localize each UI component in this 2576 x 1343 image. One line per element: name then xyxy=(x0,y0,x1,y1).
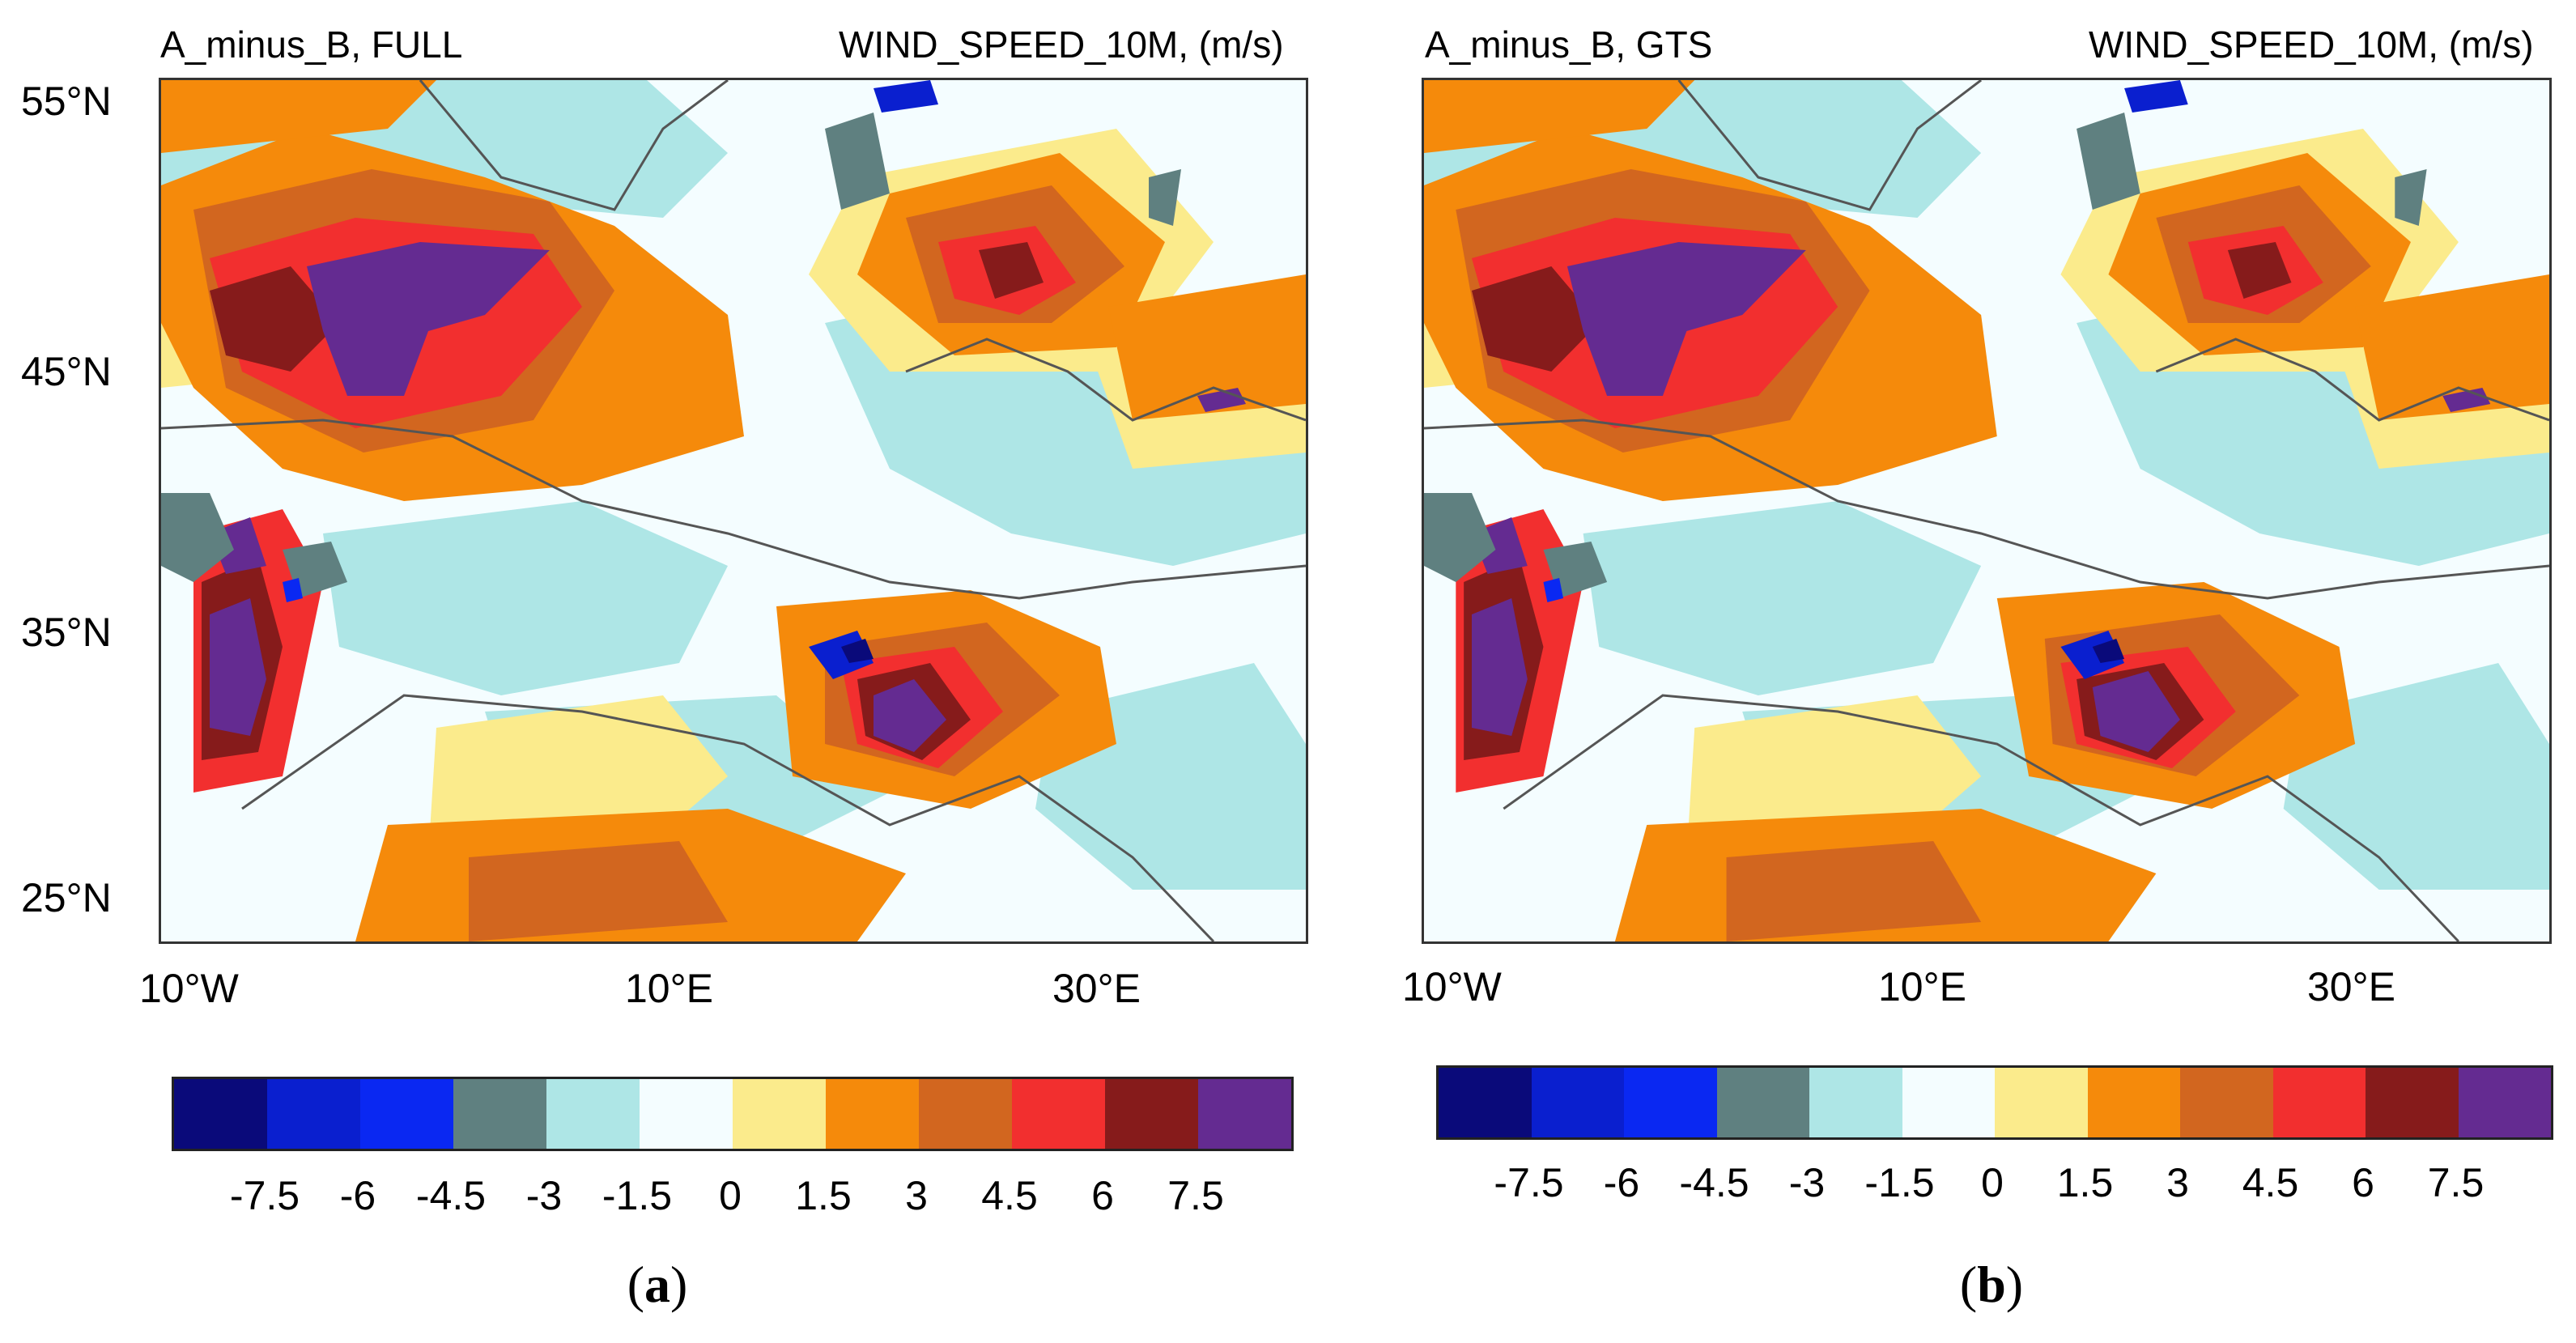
colorbar-tick-label: 1.5 xyxy=(795,1173,852,1218)
colorbar-swatch xyxy=(2458,1068,2551,1137)
panel-caption-b: (b) xyxy=(1959,1256,2024,1313)
colorbar-tick-label: 7.5 xyxy=(1167,1173,1224,1218)
colorbar-swatch xyxy=(919,1079,1012,1149)
colorbar-swatch xyxy=(2087,1068,2180,1137)
lat-label-55n: 55°N xyxy=(21,79,112,124)
colorbar-tick-label: 4.5 xyxy=(981,1173,1038,1218)
colorbar-tick-label: 0 xyxy=(1981,1160,2004,1205)
colorbar-tick-label: -3 xyxy=(525,1173,563,1218)
colorbar-swatch xyxy=(174,1079,267,1149)
colorbar-swatch xyxy=(546,1079,640,1149)
colorbar-swatch xyxy=(2272,1068,2366,1137)
colorbar-tick-label: -1.5 xyxy=(1864,1160,1935,1205)
colorbar-swatch xyxy=(640,1079,733,1149)
colorbar-tick-label: 6 xyxy=(1091,1173,1114,1218)
colorbar-swatch xyxy=(1439,1068,1532,1137)
colorbar-tick-label: -3 xyxy=(1788,1160,1826,1205)
colorbar xyxy=(1436,1065,2553,1140)
colorbar-swatch xyxy=(1995,1068,2088,1137)
colorbar-tick-label: -4.5 xyxy=(1679,1160,1749,1205)
panel-a: A_minus_B, FULL WIND_SPEED_10M, (m/s) 55… xyxy=(21,23,1308,1313)
lon-label-10e: 10°E xyxy=(625,966,713,1011)
colorbar-tick-label: -7.5 xyxy=(229,1173,300,1218)
colorbar-tick-label: 1.5 xyxy=(2056,1160,2114,1205)
caption-letter: b xyxy=(1977,1256,2006,1313)
colorbar-swatch xyxy=(1624,1068,1717,1137)
lat-label-45n: 45°N xyxy=(21,349,112,394)
colorbar-tick-label: 4.5 xyxy=(2242,1160,2299,1205)
panel-caption-a: (a) xyxy=(627,1256,688,1313)
colorbar-swatch xyxy=(360,1079,453,1149)
colorbar-tick-label: -4.5 xyxy=(415,1173,487,1218)
colorbar-tick-label: -1.5 xyxy=(601,1173,673,1218)
colorbar-tick-label: 7.5 xyxy=(2427,1160,2485,1205)
lon-label-10w: 10°W xyxy=(1402,964,1502,1009)
colorbar-tick-label: 6 xyxy=(2352,1160,2374,1205)
panel-b: A_minus_B, GTS WIND_SPEED_10M, (m/s) xyxy=(1263,0,2553,1343)
colorbar-tick-label: 3 xyxy=(2166,1160,2189,1205)
lat-label-35n: 35°N xyxy=(21,610,112,655)
colorbar-swatch xyxy=(1531,1068,1624,1137)
caption-letter: a xyxy=(644,1256,670,1313)
panel-title-right: WIND_SPEED_10M, (m/s) xyxy=(2089,23,2534,66)
lon-label-30e: 30°E xyxy=(2307,964,2395,1009)
map-field xyxy=(161,80,1306,941)
colorbar-tick-label: 3 xyxy=(905,1173,928,1218)
wind-speed-difference-map xyxy=(159,78,1308,944)
colorbar-swatch xyxy=(1716,1068,1809,1137)
colorbar-tick-label: -7.5 xyxy=(1494,1160,1564,1205)
colorbar-swatch xyxy=(1902,1068,1995,1137)
panel-title-left: A_minus_B, FULL xyxy=(160,23,463,66)
lon-label-30e: 30°E xyxy=(1052,966,1141,1011)
colorbar-swatch xyxy=(733,1079,826,1149)
colorbar-swatch xyxy=(826,1079,919,1149)
panel-title-left: A_minus_B, GTS xyxy=(1425,23,1713,66)
colorbar-swatch xyxy=(2180,1068,2273,1137)
map-field xyxy=(1424,80,2549,941)
colorbar-swatch xyxy=(2366,1068,2459,1137)
colorbar-swatch xyxy=(1012,1079,1105,1149)
colorbar-swatch xyxy=(1105,1079,1198,1149)
colorbar-swatch xyxy=(453,1079,546,1149)
colorbar xyxy=(172,1077,1294,1151)
colorbar-tick-label: 0 xyxy=(719,1173,742,1218)
panel-title-right: WIND_SPEED_10M, (m/s) xyxy=(839,23,1284,66)
colorbar-swatch xyxy=(1198,1079,1291,1149)
lon-label-10w: 10°W xyxy=(139,966,239,1011)
wind-speed-difference-map xyxy=(1422,78,2552,944)
lat-label-25n: 25°N xyxy=(21,875,112,920)
colorbar-tick-label: -6 xyxy=(339,1173,376,1218)
colorbar-swatch xyxy=(267,1079,360,1149)
colorbar-tick-label: -6 xyxy=(1603,1160,1640,1205)
lon-label-10e: 10°E xyxy=(1878,964,1966,1009)
colorbar-swatch xyxy=(1809,1068,1902,1137)
